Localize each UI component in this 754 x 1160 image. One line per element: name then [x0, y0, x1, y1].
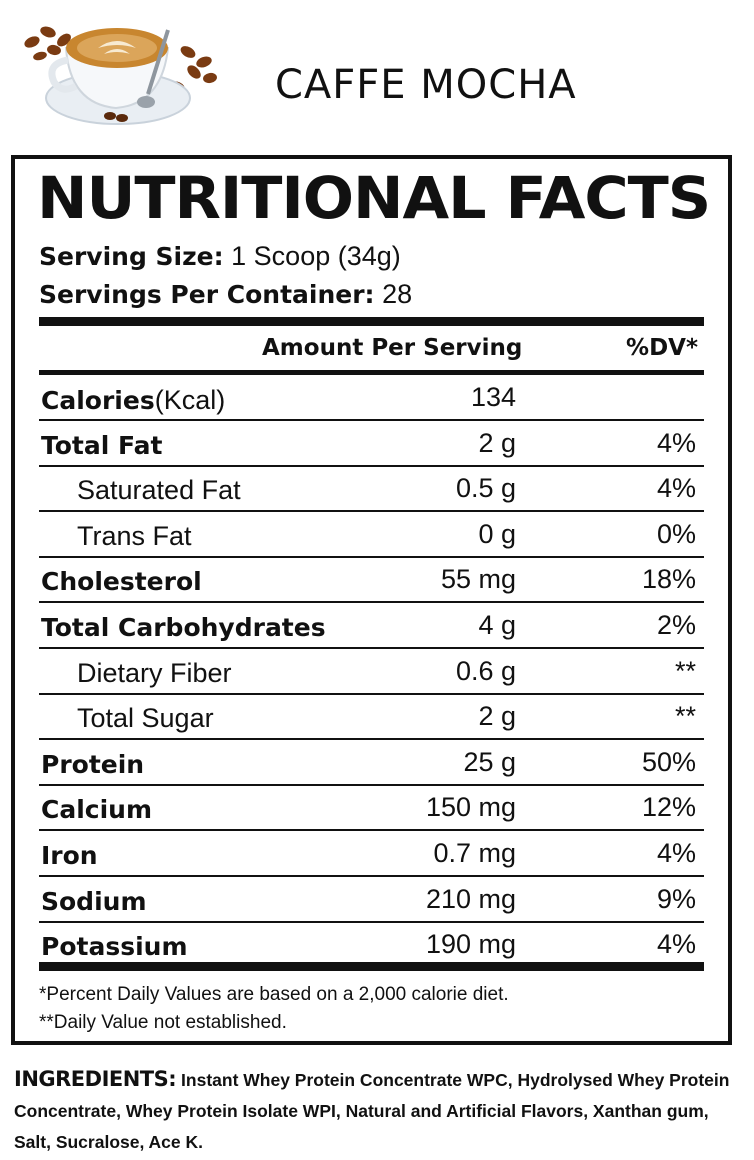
table-row: Dietary Fiber 0.6 g ** — [39, 650, 704, 695]
nutrient-dv: 9% — [656, 883, 696, 914]
nutrient-dv: 4% — [656, 838, 696, 868]
servings-label: Servings Per Container: — [39, 280, 375, 309]
table-row: Total Sugar 2 g ** — [39, 695, 704, 741]
nutrient-name: Dietary Fiber — [77, 658, 232, 689]
nutrient-label: Iron — [41, 841, 98, 870]
nutrient-amount: 4 g — [478, 610, 516, 640]
nutrient-dv: 4% — [656, 427, 696, 458]
nutrient-dv: 4% — [656, 473, 696, 504]
nutrient-amount: 210 mg — [425, 883, 516, 914]
nutrient-dv: ** — [674, 655, 696, 686]
nutrient-label: Potassium — [41, 932, 188, 962]
divider-header — [39, 370, 704, 375]
nutrient-amount: 0.5 g — [455, 473, 516, 504]
table-row: Protein 25 g 50% — [39, 741, 704, 786]
nutrient-name: Total Sugar — [77, 703, 214, 734]
nutrient-name: Total Carbohydrates — [41, 613, 326, 642]
table-row: Total Fat 2 g 4% — [39, 422, 704, 467]
nutrient-name: Potassium — [41, 932, 188, 961]
nutrient-dv: 50% — [641, 746, 696, 777]
serving-size-label: Serving Size: — [39, 242, 224, 271]
table-row: Calcium 150 mg 12% — [39, 786, 704, 832]
nutrient-amount: 0.7 mg — [433, 838, 516, 868]
serving-size: Serving Size: 1 Scoop (34g) — [39, 243, 401, 270]
nutrient-label: Protein — [41, 749, 145, 779]
nutrient-amount: 150 mg — [425, 792, 516, 823]
ingredients-text: Instant Whey Protein Concentrate WPC, Hy… — [14, 1070, 730, 1152]
nutrient-amount: 55 mg — [440, 564, 516, 595]
table-row: Potassium 190 mg 4% — [39, 923, 704, 968]
nutrient-label: Dietary Fiber — [77, 657, 232, 688]
table-row: Trans Fat 0 g 0% — [39, 513, 704, 558]
dv-footnote: *Percent Daily Values are based on a 2,0… — [39, 984, 509, 1005]
nutrient-label: Total Carbohydrates — [41, 613, 326, 642]
nutrient-dv: 2% — [656, 610, 696, 640]
nutrient-name: Saturated Fat — [77, 475, 241, 506]
dv-header: %DV* — [626, 335, 698, 361]
amount-per-serving-header: Amount Per Serving — [262, 335, 523, 361]
nutrient-label: Calories — [41, 386, 155, 415]
serving-size-value: 1 Scoop (34g) — [231, 241, 401, 271]
nutrient-label: Sodium — [41, 886, 147, 916]
servings-per-container: Servings Per Container: 28 — [39, 281, 412, 308]
nutrient-unit: (Kcal) — [154, 385, 226, 415]
nutrient-name: Cholesterol — [41, 567, 202, 596]
table-row: Saturated Fat 0.5 g 4% — [39, 467, 704, 513]
nutrient-label: Trans Fat — [77, 520, 192, 551]
ingredients-label: INGREDIENTS: — [14, 1067, 177, 1091]
nutrient-dv: 4% — [656, 929, 696, 960]
panel-title: NUTRITIONAL FACTS — [37, 164, 711, 232]
divider-thick — [39, 317, 704, 326]
nutrient-name: Total Fat — [41, 431, 162, 460]
table-row: Iron 0.7 mg 4% — [39, 832, 704, 877]
ingredients: INGREDIENTS: Instant Whey Protein Concen… — [14, 1064, 739, 1158]
nutrient-label: Saturated Fat — [77, 475, 241, 506]
nutrient-dv: 0% — [656, 518, 696, 549]
nutrient-amount: 25 g — [463, 746, 516, 777]
nutrient-name: Calcium — [41, 795, 152, 824]
na-footnote: **Daily Value not established. — [39, 1012, 287, 1033]
nutrient-name: Calories(Kcal) — [41, 385, 225, 416]
nutrient-dv: 18% — [641, 564, 696, 595]
table-row: Cholesterol 55 mg 18% — [39, 558, 704, 604]
nutrient-name: Protein — [41, 750, 144, 779]
nutrient-dv: 12% — [641, 792, 696, 823]
nutrient-dv: ** — [674, 701, 696, 732]
divider-bottom — [39, 962, 704, 971]
servings-value: 28 — [382, 279, 413, 309]
nutrition-facts-panel: NUTRITIONAL FACTS Serving Size: 1 Scoop … — [11, 155, 732, 1045]
nutrient-name: Sodium — [41, 887, 147, 916]
nutrient-name: Trans Fat — [77, 521, 192, 552]
table-row: Sodium 210 mg 9% — [39, 878, 704, 923]
nutrient-label: Total Sugar — [77, 703, 214, 734]
table-row: Calories(Kcal) 134 — [39, 376, 704, 421]
nutrient-amount: 0 g — [478, 518, 516, 549]
nutrient-amount: 134 — [470, 382, 516, 412]
nutrient-amount: 0.6 g — [455, 655, 516, 686]
nutrient-label: Total Fat — [41, 430, 163, 460]
nutrient-label: Cholesterol — [41, 567, 202, 597]
coffee-cup-icon — [24, 26, 217, 125]
nutrient-amount: 190 mg — [425, 929, 516, 960]
header: CAFFE MOCHA — [0, 0, 754, 150]
flavor-name: CAFFE MOCHA — [275, 62, 577, 108]
nutrient-name: Iron — [41, 841, 98, 870]
table-row: Total Carbohydrates 4 g 2% — [39, 604, 704, 649]
nutrient-label: Calcium — [41, 795, 153, 825]
nutrient-amount: 2 g — [478, 427, 516, 458]
nutrient-amount: 2 g — [478, 701, 516, 732]
